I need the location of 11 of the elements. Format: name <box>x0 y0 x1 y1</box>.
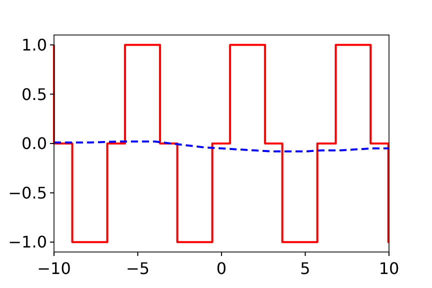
x-tick-label: 10 <box>378 259 400 278</box>
x-tick-label: 0 <box>216 259 227 278</box>
x-tick-label: −5 <box>126 259 150 278</box>
y-tick-label: −1.0 <box>8 232 47 252</box>
y-tick-label: 1.0 <box>22 35 47 54</box>
y-tick-label: −0.5 <box>8 183 47 202</box>
line-series <box>53 140 390 152</box>
y-tick-label: 0.0 <box>22 134 47 154</box>
x-tick-label: 5 <box>300 259 310 278</box>
x-tick-label: −10 <box>37 259 71 278</box>
y-tick-label: 0.5 <box>22 84 47 104</box>
